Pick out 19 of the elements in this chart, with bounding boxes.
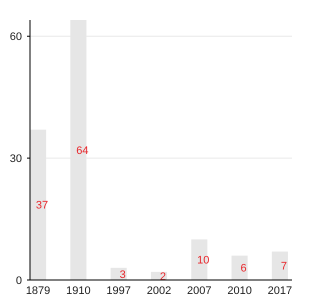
x-tick-label: 2017 [268,285,292,297]
x-tick-label: 1997 [106,285,131,297]
data-label: 3 [120,268,126,281]
data-label: 10 [197,254,210,267]
x-tick-label: 2010 [227,285,252,297]
y-tick-label: 60 [10,31,22,44]
y-tick-label: 0 [16,274,22,287]
bar [232,256,248,280]
x-tick-label: 1910 [66,285,91,297]
y-tick-label: 30 [10,152,22,165]
x-tick-label: 2007 [187,285,212,297]
x-tick-label: 2002 [146,285,172,297]
data-label: 6 [240,262,247,275]
data-label: 37 [36,200,48,212]
data-label: 64 [76,144,88,157]
bar [272,252,288,280]
data-label: 7 [280,260,287,273]
x-tick-label: 1879 [26,285,50,297]
bar [191,239,208,280]
